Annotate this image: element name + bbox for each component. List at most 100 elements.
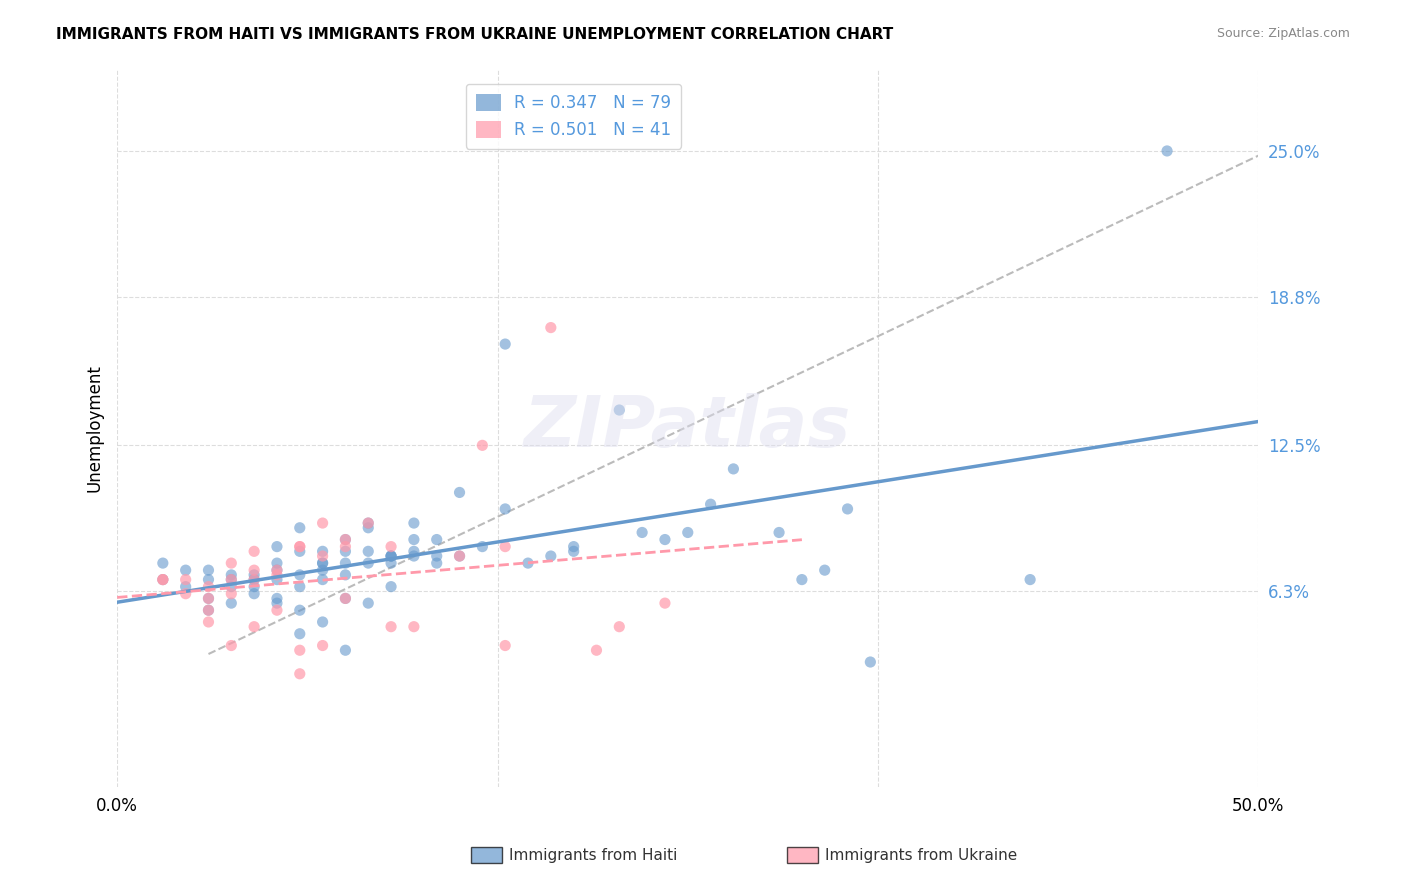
Point [540,549,562,563]
Point [288,540,311,554]
Point [243,573,266,587]
Point [380,549,402,563]
Point [152,556,174,570]
Point [654,596,676,610]
Point [335,533,357,547]
Point [288,626,311,640]
Point [357,516,380,530]
Point [494,639,516,653]
Point [380,540,402,554]
Point [380,549,402,563]
Point [243,620,266,634]
Point [311,549,333,563]
Point [676,525,699,540]
Point [357,521,380,535]
Point [266,573,288,587]
Point [311,556,333,570]
Point [607,403,630,417]
Point [311,615,333,629]
Point [311,563,333,577]
Point [585,643,607,657]
Point [449,549,471,563]
Point [288,666,311,681]
Point [517,556,540,570]
Point [288,643,311,657]
Text: Source: ZipAtlas.com: Source: ZipAtlas.com [1216,27,1350,40]
Point [814,563,837,577]
Point [699,497,721,511]
Point [768,525,790,540]
Point [402,544,425,558]
Point [266,591,288,606]
Point [174,563,197,577]
Point [562,540,585,554]
Point [494,502,516,516]
Point [335,540,357,554]
Point [221,587,243,601]
Point [426,549,449,563]
Point [562,544,585,558]
Point [243,573,266,587]
Point [380,580,402,594]
Point [197,603,219,617]
Point [402,533,425,547]
Point [266,567,288,582]
Point [243,567,266,582]
Point [221,556,243,570]
Point [266,563,288,577]
Point [311,573,333,587]
Point [288,567,311,582]
Point [357,556,380,570]
Point [335,533,357,547]
Point [174,587,197,601]
Point [197,591,219,606]
Y-axis label: Unemployment: Unemployment [86,364,103,491]
Point [174,573,197,587]
Point [723,462,745,476]
Point [335,591,357,606]
Point [1156,144,1178,158]
Point [335,544,357,558]
Point [335,643,357,657]
Point [197,580,219,594]
Point [266,540,288,554]
Point [197,573,219,587]
Point [221,596,243,610]
Point [221,573,243,587]
Point [471,438,494,452]
Point [266,556,288,570]
Point [357,544,380,558]
Point [859,655,882,669]
Point [1019,573,1042,587]
Point [288,544,311,558]
Point [221,573,243,587]
Text: ZIPatlas: ZIPatlas [524,393,852,462]
Point [449,485,471,500]
Point [311,516,333,530]
Point [494,337,516,351]
Point [494,540,516,554]
Point [197,563,219,577]
Point [266,563,288,577]
Point [402,549,425,563]
Point [402,620,425,634]
Point [266,596,288,610]
Point [152,573,174,587]
Point [221,639,243,653]
Point [311,544,333,558]
Point [266,603,288,617]
Point [311,556,333,570]
Point [380,556,402,570]
Point [288,603,311,617]
Point [335,591,357,606]
Point [357,596,380,610]
Point [837,502,859,516]
Point [357,516,380,530]
Text: Immigrants from Ukraine: Immigrants from Ukraine [825,848,1018,863]
Point [221,567,243,582]
Point [311,639,333,653]
Point [174,580,197,594]
Point [402,516,425,530]
Point [607,620,630,634]
Point [197,615,219,629]
